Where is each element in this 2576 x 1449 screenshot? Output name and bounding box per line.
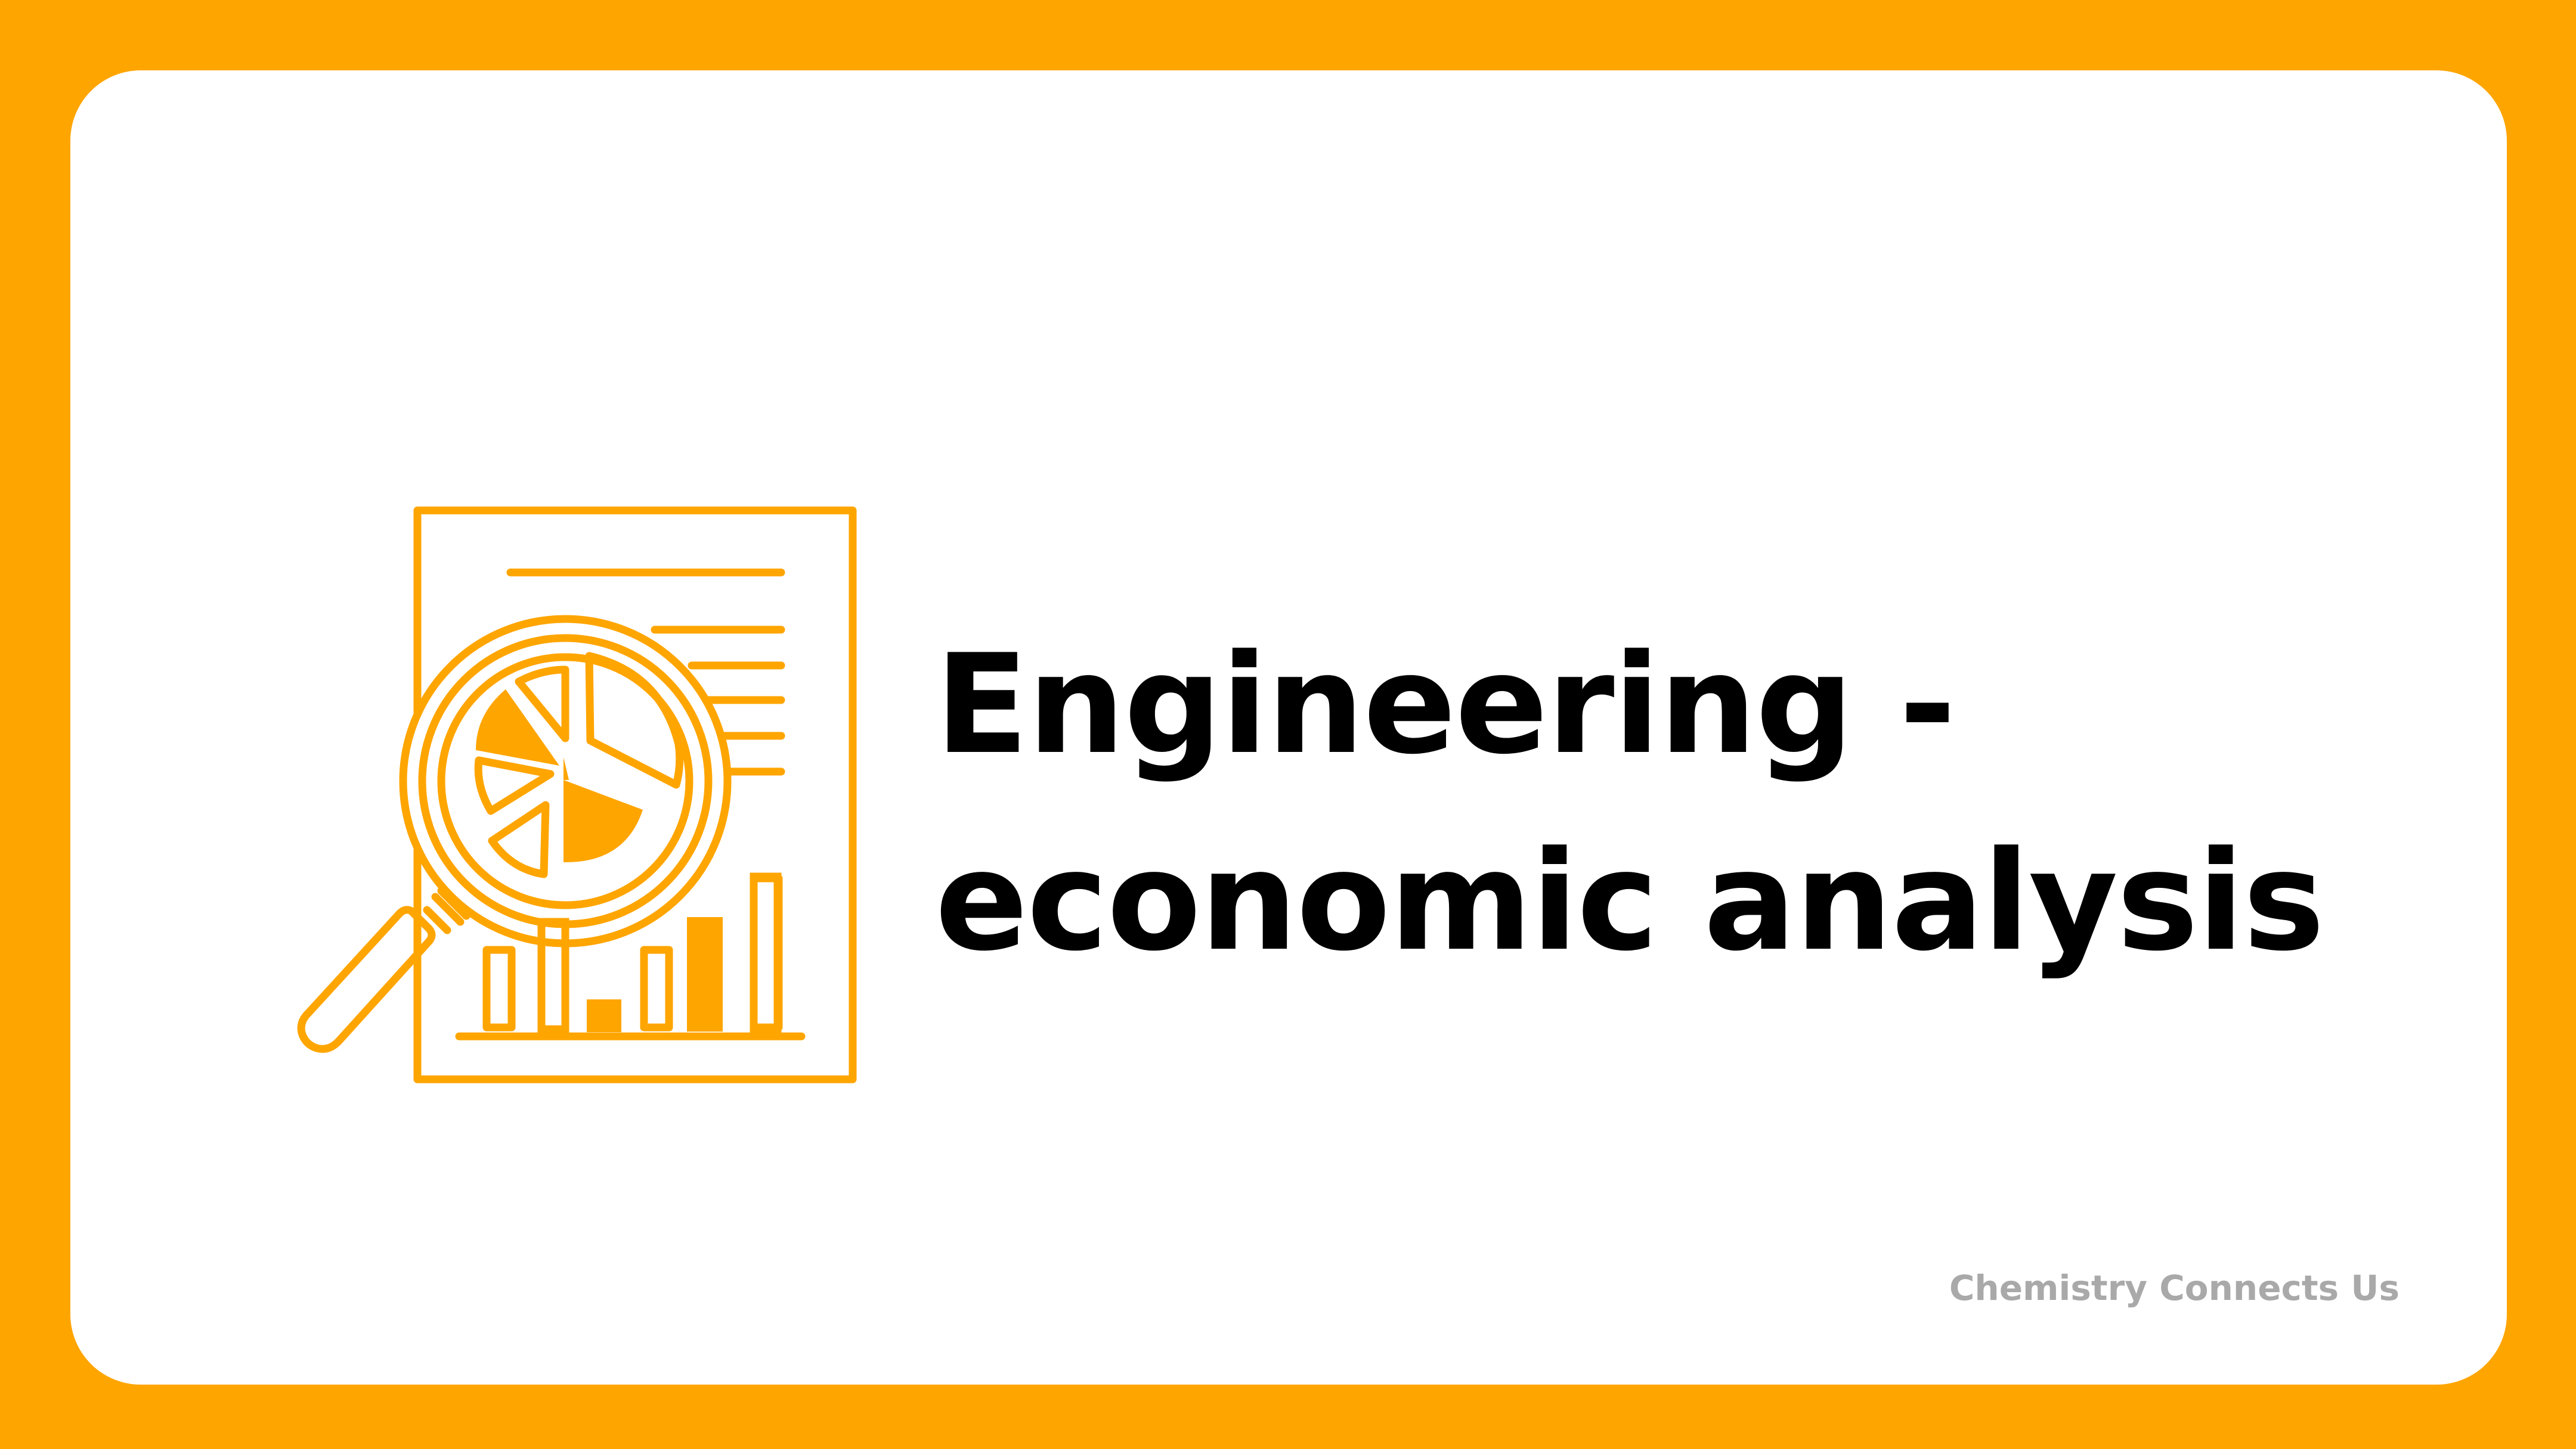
- bar: [537, 918, 569, 1033]
- pie-slice-solid: [564, 757, 569, 780]
- slide-title-line-2: economic analysis: [935, 822, 2325, 982]
- pie-slice-solid: [564, 780, 643, 863]
- pie-slice: [515, 665, 569, 742]
- footer-brand-text: Chemistry Connects Us: [1949, 1268, 2399, 1308]
- pie-slice: [474, 756, 555, 815]
- slide-title: Engineering - economic analysis: [935, 607, 2325, 1001]
- slide-card: Engineering - economic analysis Chemistr…: [70, 70, 2507, 1385]
- magnifier-lens: [437, 653, 693, 909]
- magnifier-neck: [423, 887, 470, 934]
- bar: [750, 872, 782, 1033]
- pie-slice: [585, 652, 684, 789]
- slide-title-line-1: Engineering -: [935, 626, 1956, 785]
- pie-slice-solid: [476, 689, 559, 766]
- magnifier-handle: [297, 906, 436, 1053]
- pie-slice: [488, 801, 550, 878]
- bar-solid: [587, 999, 621, 1032]
- bar-solid: [687, 917, 723, 1032]
- bar: [640, 946, 673, 1032]
- bar: [482, 946, 516, 1032]
- document-magnifier-analysis-icon: [297, 506, 857, 1083]
